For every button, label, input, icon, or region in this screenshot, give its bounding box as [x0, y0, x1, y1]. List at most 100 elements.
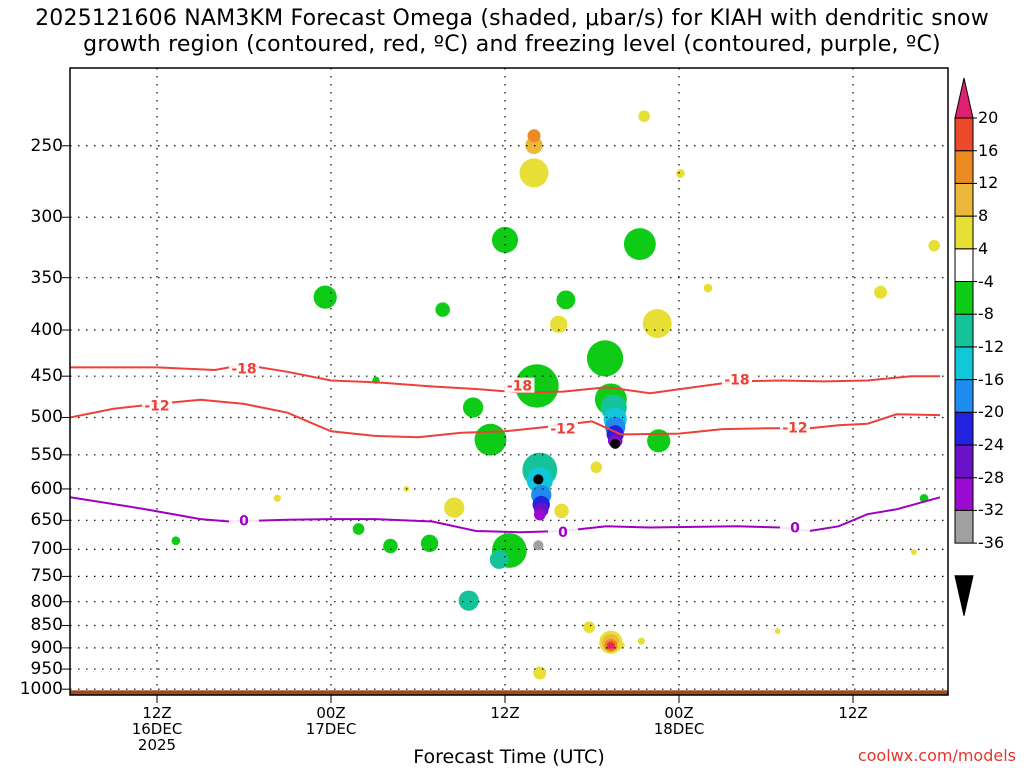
colorbar-segment — [954, 215, 974, 250]
omega-cell — [515, 364, 559, 408]
omega-cell — [444, 497, 465, 518]
y-tick-label: 600 — [30, 478, 63, 499]
colorbar-label: -8 — [978, 304, 994, 324]
colorbar-label: -24 — [978, 435, 1005, 454]
colorbar-segment — [954, 575, 974, 616]
omega-cell — [435, 302, 450, 317]
omega-cell — [420, 534, 439, 553]
chart-title-line-1: 2025121606 NAM3KM Forecast Omega (shaded… — [35, 6, 989, 31]
omega-cell — [383, 538, 398, 554]
y-tick-label: 700 — [30, 539, 63, 560]
contour-label: -18 — [724, 373, 749, 389]
omega-cell — [313, 285, 337, 309]
x-tick-label: 00Z 17DEC — [305, 704, 357, 738]
y-tick-label: 350 — [30, 267, 63, 288]
contour-label: 0 — [239, 513, 249, 529]
colorbar-label: -20 — [978, 402, 1005, 422]
contour-label: -12 — [782, 421, 807, 437]
y-tick-label: 900 — [30, 637, 63, 658]
omega-cell — [556, 290, 576, 310]
contour-label: -12 — [144, 399, 169, 415]
colorbar-segment — [954, 313, 974, 348]
omega-cell — [874, 285, 888, 299]
omega-cell — [610, 438, 621, 449]
x-tick-label: 00Z 18DEC — [653, 704, 705, 738]
contour-label-bg — [722, 371, 752, 387]
colorbar-label: 16 — [978, 140, 999, 160]
y-tick-label: 450 — [30, 366, 63, 387]
colorbar-label: -12 — [978, 336, 1005, 356]
colorbar-segment — [954, 411, 974, 446]
y-tick-label: 400 — [30, 320, 63, 340]
omega-cell — [637, 637, 645, 645]
y-tick-label: 550 — [30, 444, 63, 465]
credit-link[interactable]: coolwx.com/models — [857, 746, 1016, 765]
temperature-contours: -18 -18 -18 -12 -12 -12 0 0 0 — [70, 360, 941, 541]
omega-cell — [491, 226, 519, 253]
colorbar-segment — [954, 281, 974, 315]
contour-label-bg — [780, 519, 810, 535]
omega-cell — [774, 628, 781, 635]
omega-cell — [623, 228, 656, 261]
contour-label-bg — [504, 377, 535, 393]
omega-cell — [534, 508, 546, 521]
ground-surface — [70, 690, 948, 695]
colorbar-segment — [954, 379, 974, 413]
omega-cell — [607, 642, 614, 649]
contour-label-bg — [229, 360, 259, 376]
colorbar-label: 20 — [978, 108, 999, 127]
y-tick-label: 850 — [30, 615, 63, 636]
chart-title-line-2: growth region (contoured, red, ºC) and f… — [83, 32, 941, 57]
colorbar-label: -16 — [978, 369, 1005, 389]
omega-cell — [638, 110, 650, 123]
y-tick-label: 300 — [30, 207, 63, 228]
y-tick-label: 650 — [30, 510, 63, 531]
colorbar-segment — [954, 117, 974, 152]
colorbar-label: -4 — [978, 271, 994, 291]
colorbar-label: 12 — [978, 173, 999, 193]
omega-cell — [489, 550, 509, 569]
omega-cell — [617, 641, 625, 649]
colorbar-segment — [954, 444, 974, 479]
colorbar-segment — [954, 509, 974, 544]
omega-cell — [462, 397, 484, 418]
omega-cell — [554, 503, 569, 519]
y-tick-label: 250 — [30, 135, 63, 156]
y-tick-label: 750 — [30, 566, 63, 587]
omega-cell — [171, 536, 181, 546]
colorbar-label: 4 — [978, 238, 989, 258]
omega-cell — [533, 474, 544, 485]
x-tick-label: 12Z 16DEC 2025 — [131, 704, 183, 754]
contour-label-bg — [142, 397, 172, 413]
colorbar-label: -28 — [978, 467, 1005, 487]
contour-label-bg — [548, 420, 578, 436]
omega-cell — [583, 621, 595, 634]
contour-label-bg — [548, 524, 578, 540]
colorbar-segment — [954, 182, 974, 217]
omega-cell — [928, 239, 940, 252]
contour-label: -12 — [550, 421, 575, 437]
contour-label-bg — [780, 419, 810, 435]
omega-cell — [533, 540, 544, 551]
colorbar-segment — [954, 346, 974, 381]
contour-label: -18 — [507, 379, 532, 395]
omega-cell — [352, 523, 365, 535]
x-tick-label: 12Z — [838, 704, 868, 722]
omega-cell — [458, 590, 479, 611]
axis-ticks — [62, 145, 854, 703]
plot-frame — [69, 67, 949, 696]
x-axis-title: Forecast Time (UTC) — [413, 746, 605, 768]
omega-cell — [273, 494, 281, 502]
contour-label: 0 — [790, 520, 800, 536]
omega-cell — [703, 283, 713, 293]
colorbar-label: -32 — [978, 500, 1005, 520]
colorbar-segment — [954, 477, 974, 511]
omega-cell — [642, 309, 672, 339]
colorbar-segment — [954, 77, 974, 119]
colorbar-segment — [954, 150, 974, 184]
colorbar-label: 8 — [978, 206, 989, 226]
omega-cell — [527, 129, 541, 143]
omega-cell — [647, 429, 671, 453]
omega-cell — [519, 158, 549, 188]
